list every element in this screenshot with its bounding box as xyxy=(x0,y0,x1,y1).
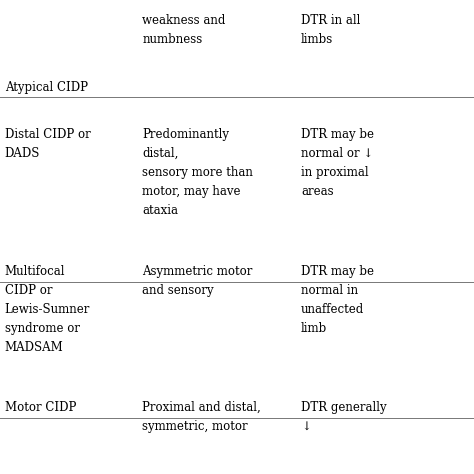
Text: Asymmetric motor
and sensory: Asymmetric motor and sensory xyxy=(142,265,253,298)
Text: Distal CIDP or
DADS: Distal CIDP or DADS xyxy=(5,128,91,160)
Text: Proximal and distal,
symmetric, motor: Proximal and distal, symmetric, motor xyxy=(142,401,261,433)
Text: Motor CIDP: Motor CIDP xyxy=(5,401,76,413)
Text: weakness and
numbness: weakness and numbness xyxy=(142,14,226,46)
Text: DTR generally
↓: DTR generally ↓ xyxy=(301,401,387,433)
Text: Multifocal
CIDP or
Lewis-Sumner
syndrome or
MADSAM: Multifocal CIDP or Lewis-Sumner syndrome… xyxy=(5,265,90,355)
Text: DTR may be
normal or ↓
in proximal
areas: DTR may be normal or ↓ in proximal areas xyxy=(301,128,374,198)
Text: Atypical CIDP: Atypical CIDP xyxy=(5,81,88,93)
Text: Predominantly
distal,
sensory more than
motor, may have
ataxia: Predominantly distal, sensory more than … xyxy=(142,128,253,217)
Text: DTR may be
normal in
unaffected
limb: DTR may be normal in unaffected limb xyxy=(301,265,374,336)
Text: DTR in all
limbs: DTR in all limbs xyxy=(301,14,360,46)
